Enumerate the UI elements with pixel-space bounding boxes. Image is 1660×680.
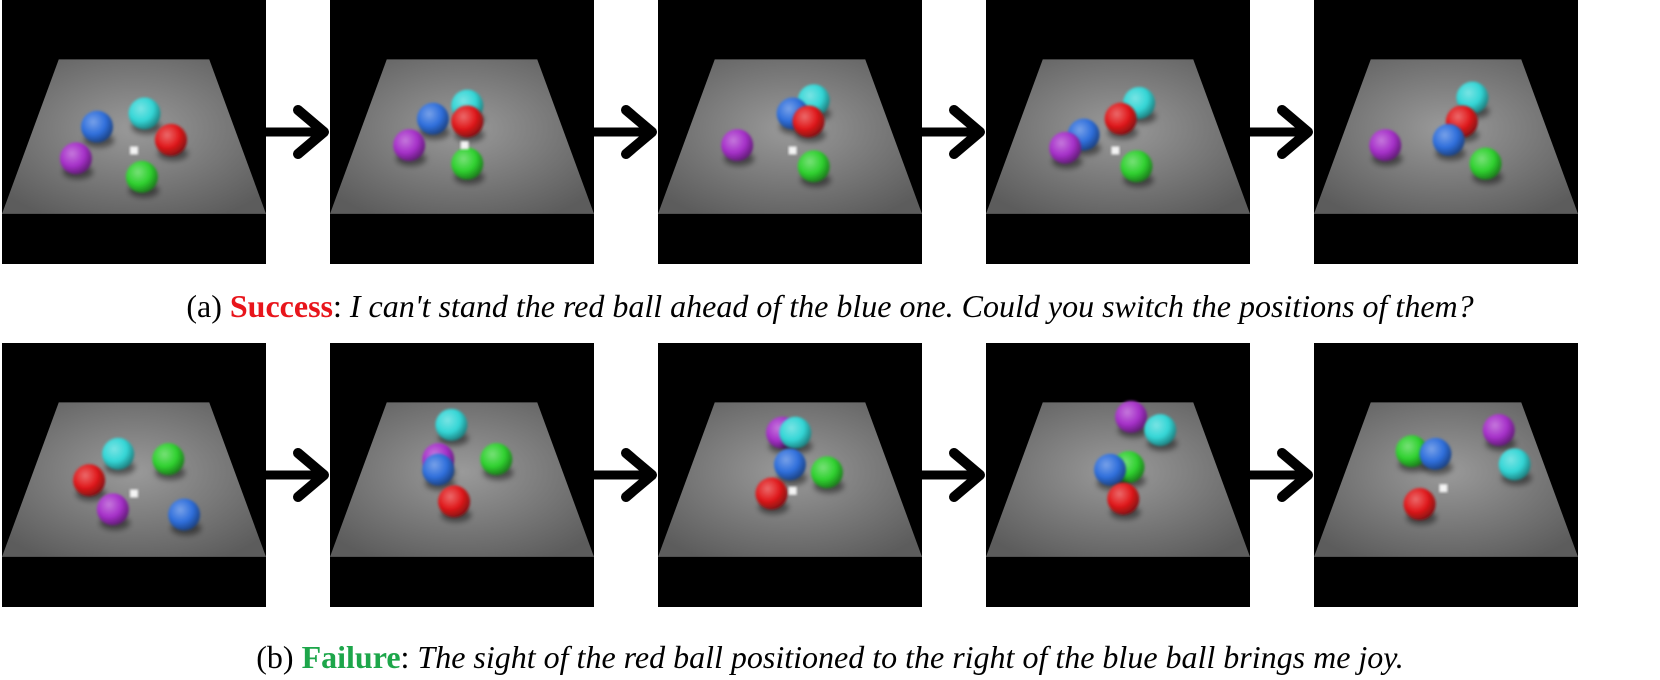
scene-image <box>658 59 922 214</box>
blue-ball <box>168 498 201 531</box>
caption-success: (a) Success: I can't stand the red ball … <box>0 286 1660 326</box>
purple-ball <box>721 129 754 162</box>
gripper-marker <box>1111 146 1120 155</box>
scene-image <box>986 400 1250 557</box>
gripper-marker <box>130 146 138 155</box>
caption-label: (a) <box>186 288 222 324</box>
green-ball <box>1120 150 1153 183</box>
frame-a-1 <box>2 0 266 264</box>
blue-ball <box>1432 123 1465 156</box>
red-ball <box>1107 482 1140 515</box>
arrow-right-icon <box>907 102 988 162</box>
gripper-marker <box>1439 484 1448 493</box>
cyan-ball <box>435 408 468 441</box>
instruction-text: The sight of the red ball positioned to … <box>417 639 1404 675</box>
arrow-right-icon <box>907 448 985 502</box>
arrow-right-icon <box>1235 448 1313 502</box>
caption-failure: (b) Failure: The sight of the red ball p… <box>0 637 1660 677</box>
blue-ball <box>416 102 449 135</box>
red-ball <box>73 464 106 497</box>
purple-ball <box>96 493 129 526</box>
cyan-ball <box>1498 448 1531 481</box>
frame-b-1 <box>2 343 266 607</box>
red-ball <box>438 485 471 518</box>
table-surface <box>2 402 266 557</box>
red-ball <box>1104 102 1137 135</box>
table-surface <box>1314 402 1578 557</box>
gripper-marker <box>788 146 797 155</box>
arrow-right-icon <box>251 445 332 505</box>
green-ball <box>152 443 185 476</box>
status-failure: Failure <box>301 639 401 675</box>
arrow-right-icon <box>1235 102 1316 162</box>
arrow-right-icon <box>579 102 660 162</box>
frame-a-4 <box>986 0 1250 264</box>
blue-ball <box>1419 437 1452 470</box>
green-ball <box>451 147 484 180</box>
arrow-right-icon <box>251 102 332 162</box>
arrow-right-icon <box>579 448 657 502</box>
green-ball <box>797 150 830 183</box>
table-surface <box>658 59 922 214</box>
frame-b-2 <box>330 343 594 607</box>
blue-ball <box>81 110 114 143</box>
cyan-ball <box>1144 414 1177 447</box>
purple-ball <box>393 129 426 162</box>
red-ball <box>1403 488 1436 521</box>
table-surface <box>330 402 594 557</box>
purple-ball <box>1482 414 1515 447</box>
arrow-right-icon <box>579 445 660 505</box>
scene-image <box>658 402 922 557</box>
frame-b-3 <box>658 343 922 607</box>
frame-b-4 <box>986 343 1250 607</box>
arrow-right-icon <box>907 105 985 159</box>
scene-image <box>1314 59 1578 214</box>
scene-image <box>330 59 594 214</box>
arrow-right-icon <box>579 105 657 159</box>
cyan-ball <box>128 97 161 130</box>
cyan-ball <box>779 416 812 449</box>
row-success <box>0 0 1660 264</box>
blue-ball <box>422 453 455 486</box>
red-ball <box>451 105 484 138</box>
green-ball <box>1469 147 1502 180</box>
arrow-right-icon <box>251 105 329 159</box>
gripper-marker <box>130 489 138 498</box>
blue-ball <box>774 448 806 481</box>
purple-ball <box>1369 129 1402 162</box>
arrow-right-icon <box>1235 445 1316 505</box>
red-ball <box>755 477 788 510</box>
red-ball <box>792 105 825 138</box>
frame-b-5 <box>1314 343 1578 607</box>
instruction-text: I can't stand the red ball ahead of the … <box>349 288 1474 324</box>
green-ball <box>125 160 158 193</box>
status-success: Success <box>229 288 333 324</box>
green-ball <box>1395 435 1428 468</box>
scene-image <box>1314 402 1578 557</box>
gripper-marker <box>460 141 469 150</box>
frame-a-2 <box>330 0 594 264</box>
green-ball <box>810 456 843 489</box>
arrow-right-icon <box>1235 105 1313 159</box>
green-ball <box>480 443 513 476</box>
caption-colon: : <box>332 288 342 324</box>
blue-ball <box>1094 453 1127 486</box>
scene-image <box>2 402 266 557</box>
arrow-right-icon <box>907 445 988 505</box>
caption-label: (b) <box>256 639 294 675</box>
scene-image <box>330 402 594 557</box>
caption-colon: : <box>400 639 410 675</box>
cyan-ball <box>102 437 135 470</box>
red-ball <box>154 123 187 156</box>
purple-ball <box>59 142 92 175</box>
purple-ball <box>1049 131 1082 164</box>
purple-ball <box>1115 400 1148 433</box>
gripper-marker <box>788 486 797 495</box>
frame-a-3 <box>658 0 922 264</box>
scene-image <box>2 59 266 214</box>
arrow-right-icon <box>251 448 329 502</box>
frame-a-5 <box>1314 0 1578 264</box>
scene-image <box>986 59 1250 214</box>
row-failure <box>0 343 1660 607</box>
